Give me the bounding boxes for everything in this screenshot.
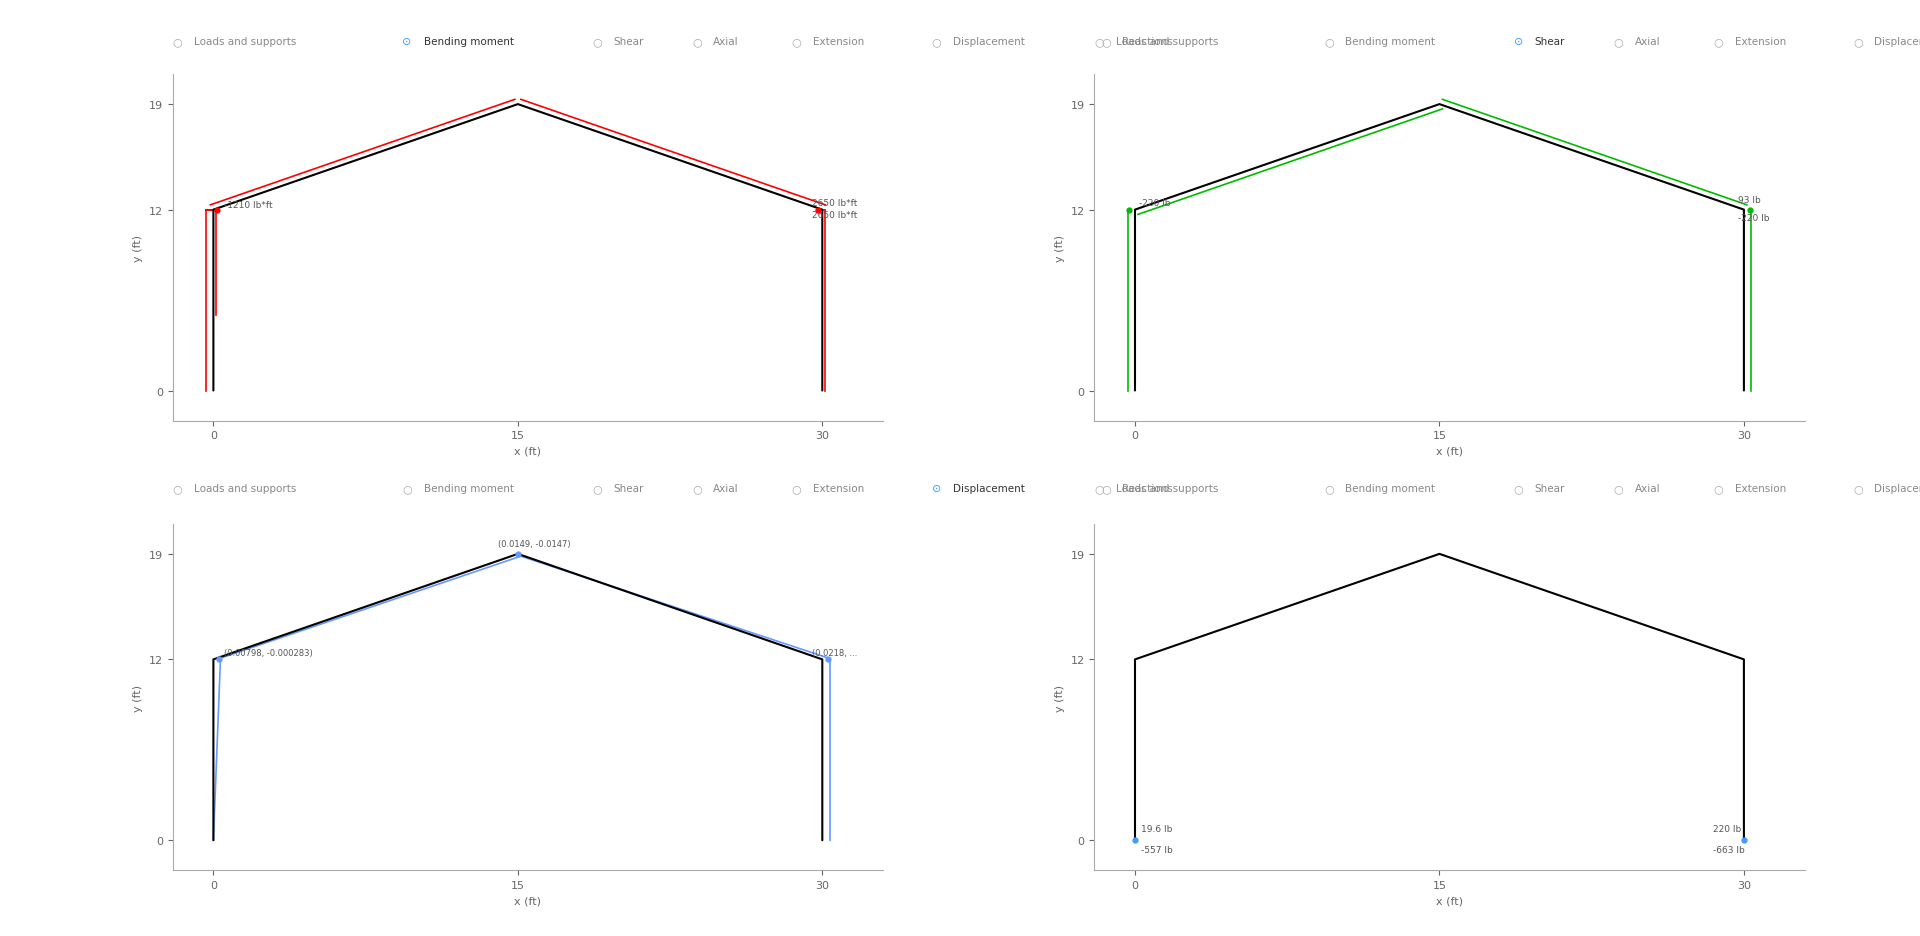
X-axis label: x (ft): x (ft) [1436, 446, 1463, 457]
Text: Bending moment: Bending moment [1346, 37, 1434, 47]
Text: Axial: Axial [1634, 37, 1661, 47]
Text: ⊙: ⊙ [931, 484, 941, 493]
Text: Displacement: Displacement [952, 37, 1025, 47]
Text: Shear: Shear [612, 484, 643, 493]
Text: -557 lb: -557 lb [1140, 845, 1173, 855]
Text: ○: ○ [1613, 484, 1622, 493]
Text: -1210 lb*ft: -1210 lb*ft [223, 200, 273, 210]
Text: 220 lb: 220 lb [1713, 825, 1741, 833]
Text: -220 lb: -220 lb [1139, 198, 1171, 208]
Text: ○: ○ [1325, 484, 1334, 493]
Text: ○: ○ [791, 37, 801, 47]
Text: ○: ○ [591, 37, 601, 47]
Text: Loads and supports: Loads and supports [1116, 37, 1217, 47]
Text: Displacement: Displacement [1874, 484, 1920, 493]
Text: ○: ○ [173, 484, 182, 493]
Text: Loads and supports: Loads and supports [1116, 484, 1217, 493]
Text: ○: ○ [1853, 484, 1862, 493]
Text: (0.00798, -0.000283): (0.00798, -0.000283) [223, 648, 313, 657]
X-axis label: x (ft): x (ft) [515, 896, 541, 906]
Text: ○: ○ [1513, 484, 1523, 493]
Y-axis label: y (ft): y (ft) [1054, 684, 1066, 710]
Text: Shear: Shear [1534, 37, 1565, 47]
Text: 2650 lb*ft: 2650 lb*ft [812, 211, 858, 220]
Text: ○: ○ [1853, 37, 1862, 47]
Text: ○: ○ [1713, 484, 1722, 493]
Text: (0.0218, ...: (0.0218, ... [812, 648, 858, 657]
Text: ○: ○ [1094, 37, 1104, 47]
Text: Extension: Extension [812, 484, 864, 493]
Text: ⊙: ⊙ [1513, 37, 1523, 47]
Text: 93 lb: 93 lb [1738, 196, 1761, 205]
Text: ○: ○ [1713, 37, 1722, 47]
Text: Bending moment: Bending moment [424, 37, 513, 47]
Text: -663 lb: -663 lb [1713, 845, 1745, 855]
Text: ○: ○ [1613, 37, 1622, 47]
Text: 2650 lb*ft: 2650 lb*ft [812, 198, 858, 208]
Text: Extension: Extension [1734, 484, 1786, 493]
Text: Shear: Shear [612, 37, 643, 47]
Text: Axial: Axial [712, 37, 739, 47]
Text: ○: ○ [1102, 37, 1112, 47]
X-axis label: x (ft): x (ft) [515, 446, 541, 457]
Text: 19.6 lb: 19.6 lb [1140, 825, 1173, 833]
Text: ○: ○ [791, 484, 801, 493]
Text: Displacement: Displacement [952, 484, 1025, 493]
X-axis label: x (ft): x (ft) [1436, 896, 1463, 906]
Text: Reactions: Reactions [1123, 37, 1173, 47]
Text: Axial: Axial [712, 484, 739, 493]
Y-axis label: y (ft): y (ft) [1054, 235, 1066, 261]
Text: Reactions: Reactions [1123, 484, 1173, 493]
Text: Bending moment: Bending moment [424, 484, 513, 493]
Text: (0.0149, -0.0147): (0.0149, -0.0147) [497, 540, 570, 548]
Text: ○: ○ [173, 37, 182, 47]
Text: ○: ○ [1102, 484, 1112, 493]
Text: Extension: Extension [1734, 37, 1786, 47]
Text: ⊙: ⊙ [403, 37, 411, 47]
Text: Loads and supports: Loads and supports [194, 484, 296, 493]
Text: ○: ○ [1325, 37, 1334, 47]
Y-axis label: y (ft): y (ft) [132, 235, 144, 261]
Text: ○: ○ [691, 37, 701, 47]
Text: ○: ○ [1094, 484, 1104, 493]
Text: Axial: Axial [1634, 484, 1661, 493]
Text: ○: ○ [691, 484, 701, 493]
Text: Displacement: Displacement [1874, 37, 1920, 47]
Text: -220 lb: -220 lb [1738, 214, 1770, 223]
Text: Bending moment: Bending moment [1346, 484, 1434, 493]
Text: Extension: Extension [812, 37, 864, 47]
Text: Loads and supports: Loads and supports [194, 37, 296, 47]
Y-axis label: y (ft): y (ft) [132, 684, 144, 710]
Text: Shear: Shear [1534, 484, 1565, 493]
Text: ○: ○ [403, 484, 413, 493]
Text: ○: ○ [931, 37, 941, 47]
Text: ○: ○ [591, 484, 601, 493]
